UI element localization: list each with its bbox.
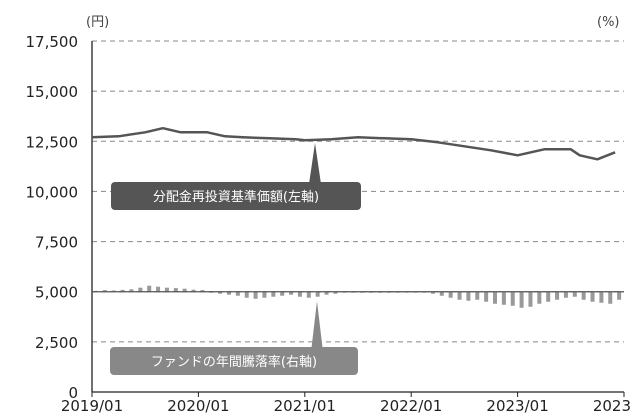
return-bar bbox=[510, 291, 515, 306]
return-bar bbox=[546, 291, 551, 302]
return-bar bbox=[164, 287, 169, 292]
return-bar bbox=[333, 291, 338, 294]
return-bar bbox=[271, 291, 276, 297]
return-bar bbox=[581, 291, 586, 300]
return-bar bbox=[555, 291, 560, 300]
return-bar bbox=[156, 286, 161, 292]
return-bar bbox=[537, 291, 542, 304]
bar-callout-box bbox=[110, 347, 358, 375]
y-tick-label: 17,500 bbox=[26, 33, 79, 51]
y-tick-label: 2,500 bbox=[35, 334, 78, 352]
return-bar bbox=[120, 289, 125, 292]
return-bar bbox=[173, 288, 178, 292]
y-tick-label: 12,500 bbox=[26, 133, 79, 151]
return-bar bbox=[289, 291, 294, 295]
return-bar bbox=[111, 290, 116, 292]
line-callout-box bbox=[111, 182, 361, 210]
return-bar bbox=[147, 285, 152, 292]
return-bar bbox=[244, 291, 249, 298]
axes bbox=[91, 41, 625, 397]
x-tick-label: 2022/01 bbox=[380, 397, 442, 415]
return-bar bbox=[572, 291, 577, 297]
right-axis-unit: (%) bbox=[597, 15, 620, 30]
return-bar bbox=[138, 287, 143, 292]
return-bar bbox=[484, 291, 489, 302]
return-bar bbox=[475, 291, 480, 300]
x-tick-label: 2023 bbox=[593, 397, 631, 415]
return-bar bbox=[324, 291, 329, 295]
x-tick-label: 2023/01 bbox=[486, 397, 548, 415]
return-bar bbox=[617, 291, 622, 300]
x-tick-label: 2021/01 bbox=[274, 397, 336, 415]
line-callout-pointer bbox=[309, 143, 321, 184]
return-bar bbox=[297, 291, 302, 297]
bar-series-callout: ファンドの年間騰落率(右軸) bbox=[110, 301, 358, 375]
return-bar bbox=[599, 291, 604, 303]
x-tick-label: 2019/01 bbox=[61, 397, 123, 415]
y-tick-label: 15,000 bbox=[26, 83, 79, 101]
return-bar bbox=[457, 291, 462, 300]
x-tick-labels: 2019/01 2020/01 2021/01 2022/01 2023/01 2023 bbox=[61, 397, 631, 415]
return-bar bbox=[519, 291, 524, 308]
return-bar bbox=[182, 288, 187, 292]
return-bar bbox=[563, 291, 568, 298]
return-bar bbox=[280, 291, 285, 296]
y-tick-label: 5,000 bbox=[35, 284, 78, 302]
y-tick-labels: 17,500 15,000 12,500 10,000 7,500 5,000 2,500 0 bbox=[26, 33, 79, 402]
return-bar bbox=[315, 291, 320, 297]
return-bar bbox=[306, 291, 311, 298]
return-bar bbox=[191, 289, 196, 292]
return-bar bbox=[501, 291, 506, 305]
line-callout-label: 分配金再投資基準価額(左軸) bbox=[153, 189, 319, 205]
return-bars bbox=[92, 285, 624, 308]
return-bar bbox=[102, 290, 107, 292]
line-series-callout: 分配金再投資基準価額(左軸) bbox=[111, 143, 361, 210]
return-bar bbox=[218, 291, 223, 294]
return-bar bbox=[448, 291, 453, 298]
bar-callout-pointer bbox=[311, 301, 323, 352]
return-bar bbox=[235, 291, 240, 296]
return-bar bbox=[439, 291, 444, 296]
bar-callout-label: ファンドの年間騰落率(右軸) bbox=[151, 354, 317, 370]
return-bar bbox=[493, 291, 497, 304]
return-bar bbox=[262, 291, 267, 298]
y-tick-label: 10,000 bbox=[26, 183, 79, 201]
return-bar bbox=[200, 290, 205, 292]
return-bar bbox=[430, 291, 435, 294]
return-bar bbox=[227, 291, 231, 295]
return-bar bbox=[253, 291, 258, 299]
left-axis-unit: (円) bbox=[86, 15, 109, 30]
return-bar bbox=[466, 291, 471, 301]
y-tick-label: 7,500 bbox=[35, 234, 78, 252]
return-bar bbox=[528, 291, 533, 307]
nav-line bbox=[91, 126, 616, 161]
y-tick-label: 0 bbox=[68, 384, 78, 402]
x-tick-label: 2020/01 bbox=[167, 397, 229, 415]
return-bar bbox=[129, 289, 134, 292]
return-bar bbox=[608, 291, 613, 304]
return-bar bbox=[590, 291, 595, 302]
